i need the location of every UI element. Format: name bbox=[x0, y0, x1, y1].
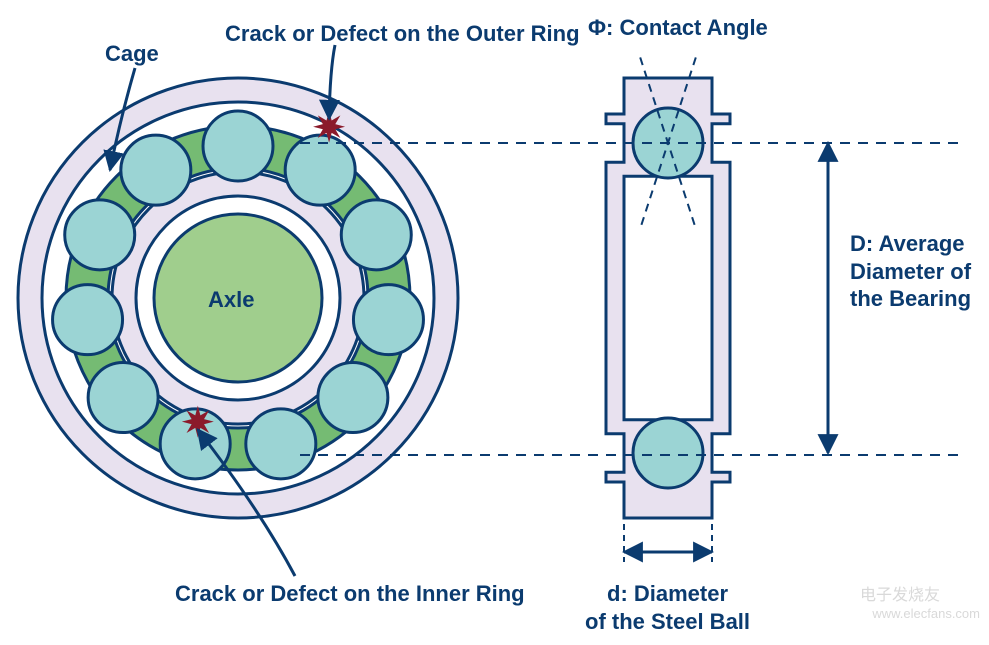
cage-label: Cage bbox=[105, 40, 159, 68]
axle-label: Axle bbox=[208, 286, 254, 314]
avg-diameter-label: D: AverageDiameter ofthe Bearing bbox=[850, 230, 971, 313]
svg-text:电子发烧友: 电子发烧友 bbox=[860, 586, 940, 604]
diagram-canvas: 电子发烧友 www.elecfans.com bbox=[0, 0, 989, 645]
inner-defect-label: Crack or Defect on the Inner Ring bbox=[175, 580, 525, 608]
contact-angle-label: Φ: Contact Angle bbox=[588, 14, 768, 42]
outer-defect-label: Crack or Defect on the Outer Ring bbox=[225, 20, 580, 48]
ball-diameter-label: d: Diameterof the Steel Ball bbox=[585, 580, 750, 635]
svg-text:www.elecfans.com: www.elecfans.com bbox=[871, 606, 980, 621]
